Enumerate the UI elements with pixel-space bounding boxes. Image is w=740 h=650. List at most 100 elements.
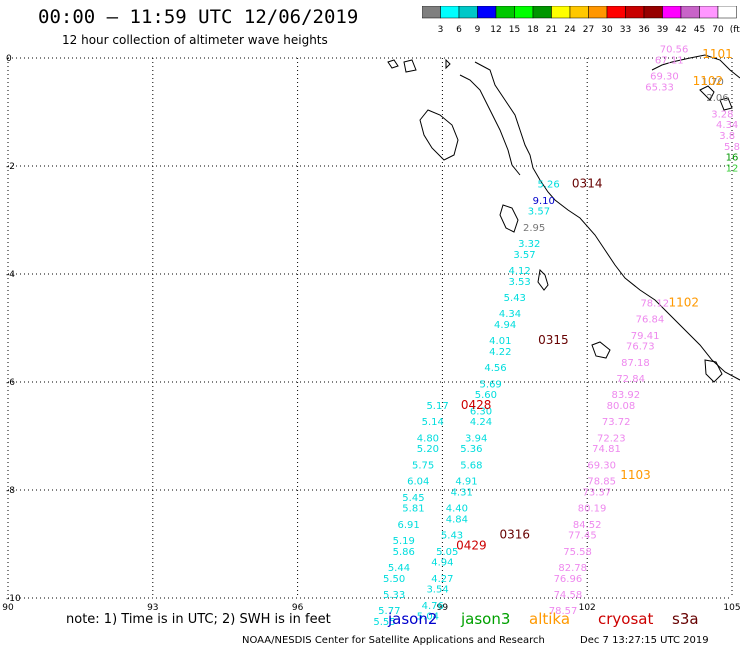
wave-height-point: 74.81 [592,444,621,455]
wave-height-point: 5.45 [402,493,424,504]
colorbar-label: 21 [546,25,557,35]
wave-height-point: 5.86 [393,547,415,558]
wave-height-point: 73.72 [602,417,631,428]
wave-height-point: 75.58 [563,547,592,558]
wave-height-point: 3.8 [719,131,735,142]
legend-note: note: 1) Time is in UTC; 2) SWH is in fe… [66,612,331,627]
wave-height-point: 5.44 [388,563,410,574]
pass-time-label: 0315 [538,333,569,347]
pass-time-label: 1102 [668,295,699,309]
wave-height-point: 4.91 [455,477,477,488]
wave-height-point: 4.80 [417,433,439,444]
wave-height-point: 3.57 [513,250,535,261]
wave-height-point: 5.19 [393,536,415,547]
wave-height-point: 5.36 [460,444,482,455]
wave-height-point: 4.34 [716,120,738,131]
wave-height-point: 5.75 [412,460,434,471]
wave-height-point: 72.84 [616,374,645,385]
wave-height-point: 73.37 [583,487,612,498]
wave-height-point: 3.54 [426,585,448,596]
colorbar-label: 42 [675,25,686,35]
wave-height-point: 5.77 [378,606,400,617]
legend-jason2: jason2 [388,610,438,628]
wave-height-point: 3.94 [465,433,487,444]
colorbar-label: 70 [712,25,724,35]
wave-height-point: 5.43 [441,531,463,542]
wave-height-point: 84.52 [573,520,602,531]
wave-height-point: 5.14 [422,417,444,428]
colorbar-label: 15 [509,25,520,35]
pass-time-label: 1101 [702,47,733,61]
wave-height-point: 70.56 [660,45,689,56]
wave-height-point: 4.40 [446,504,468,515]
wave-height-point: 5.20 [417,444,439,455]
wave-height-point: 16 [726,153,739,164]
pass-time-label: 1102 [693,74,724,88]
pass-time-label: 0428 [461,398,492,412]
wave-height-point: 4.31 [451,487,473,498]
wave-height-point: 69.30 [650,72,679,83]
mentawai-1 [537,268,549,291]
wave-height-point: 6.04 [407,477,429,488]
wave-height-point: 3.32 [518,239,540,250]
data-points: 5.269.103.572.953.323.574.123.535.434.34… [373,45,740,628]
pass-time-label: 0316 [500,528,531,542]
footer-credit: NOAA/NESDIS Center for Satellite Applica… [242,635,545,646]
coastline [387,54,740,383]
wave-height-point: 3.28 [711,109,733,120]
colorbar-label: 39 [657,25,669,35]
wave-height-point: 78.85 [587,477,616,488]
wave-height-point: 83.92 [611,390,640,401]
nias-island [499,204,519,233]
sumatra-coast-2 [459,74,521,176]
wave-height-point: 5.04 [417,612,439,623]
wave-height-point: 76.84 [636,315,665,326]
colorbar-label: 33 [620,25,631,35]
wave-height-point: 5.50 [383,574,405,585]
pass-time-label: 1103 [620,468,651,482]
grid [7,57,733,599]
y-tick-label: -6 [6,378,15,388]
y-tick-label: -10 [6,594,21,604]
wave-height-point: 72.23 [597,433,626,444]
wave-height-point: 4.34 [499,309,521,320]
wave-height-point: 76.73 [626,342,655,353]
wave-height-point: 5.43 [504,293,526,304]
x-tick-label: 93 [147,603,158,613]
simeulue [419,109,459,161]
legend-jason3: jason3 [461,610,511,628]
wave-height-point: 67.11 [655,55,684,66]
wave-height-point: 12 [726,163,739,174]
wave-height-point: 5.8 [724,142,740,153]
colorbar-label: 36 [638,25,650,35]
wave-height-point: 82.78 [558,563,587,574]
wave-height-point: 4.27 [431,574,453,585]
wave-height-point: 6.91 [397,520,419,531]
north-islands [387,58,451,73]
legend-s3a: s3a [672,610,699,628]
colorbar-label: 18 [527,25,539,35]
wave-height-point: 4.56 [484,363,506,374]
wave-height-point: 3.57 [528,207,550,218]
colorbar-label: 3 [438,25,444,35]
colorbar-label: 24 [564,25,576,35]
wave-height-point: 6.30 [470,406,492,417]
wave-height-point: 4.01 [489,336,511,347]
x-tick-label: 90 [2,603,14,613]
sumatra-coast [474,61,740,381]
wave-height-point: 5.26 [537,180,559,191]
wave-height-point: 4.94 [494,320,516,331]
wave-height-point: 5.55 [373,617,395,628]
wave-height-point: 5.68 [460,460,482,471]
wave-height-point: 4.12 [508,266,530,277]
riau-islands [699,85,733,111]
pass-time-label: 0314 [572,177,603,191]
x-tick-label: 102 [579,603,596,613]
wave-height-point: 4.76 [422,601,444,612]
mentawai-2 [591,341,611,359]
wave-height-point: 76.96 [554,574,583,585]
wave-height-point: 79.41 [631,331,660,342]
wave-height-point: 2.95 [523,223,545,234]
pass-annotations: 0314 0315 0316 0428 0429 1102 1103 1102 1101 [456,47,733,552]
colorbar-swatch [717,6,737,19]
